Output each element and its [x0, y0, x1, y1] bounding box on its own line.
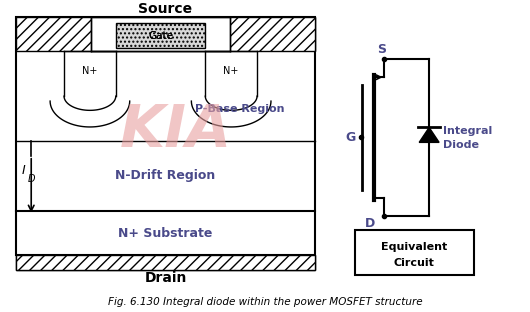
Text: N+: N+ — [82, 66, 98, 76]
Text: Gate: Gate — [148, 31, 173, 41]
Bar — [16, 51, 315, 255]
Bar — [116, 23, 205, 48]
Text: Drain: Drain — [144, 271, 187, 285]
Text: Gate: Gate — [148, 31, 173, 41]
Text: Source: Source — [138, 2, 192, 16]
Text: KIA: KIA — [119, 102, 232, 159]
Text: N+ Substrate: N+ Substrate — [118, 227, 213, 240]
Text: D: D — [28, 174, 36, 184]
Text: Integral: Integral — [443, 126, 492, 136]
Text: Circuit: Circuit — [394, 258, 435, 268]
Text: Diode: Diode — [443, 140, 479, 150]
Bar — [16, 17, 315, 51]
Text: Equivalent: Equivalent — [381, 242, 447, 252]
Text: S: S — [377, 43, 386, 56]
Text: I: I — [21, 164, 25, 177]
Text: D: D — [365, 217, 376, 230]
Bar — [16, 17, 315, 51]
Bar — [16, 255, 315, 270]
Bar — [91, 17, 230, 51]
Text: Fig. 6.130 Integral diode within the power MOSFET structure: Fig. 6.130 Integral diode within the pow… — [108, 297, 422, 307]
Text: N+: N+ — [224, 66, 239, 76]
Bar — [91, 17, 230, 51]
Bar — [16, 17, 315, 255]
Bar — [355, 231, 474, 275]
Text: G: G — [346, 131, 356, 144]
Text: N-Drift Region: N-Drift Region — [116, 169, 216, 182]
Text: P-Base Region: P-Base Region — [196, 104, 285, 114]
Bar — [116, 23, 205, 48]
Bar — [16, 255, 315, 270]
Polygon shape — [419, 128, 439, 142]
